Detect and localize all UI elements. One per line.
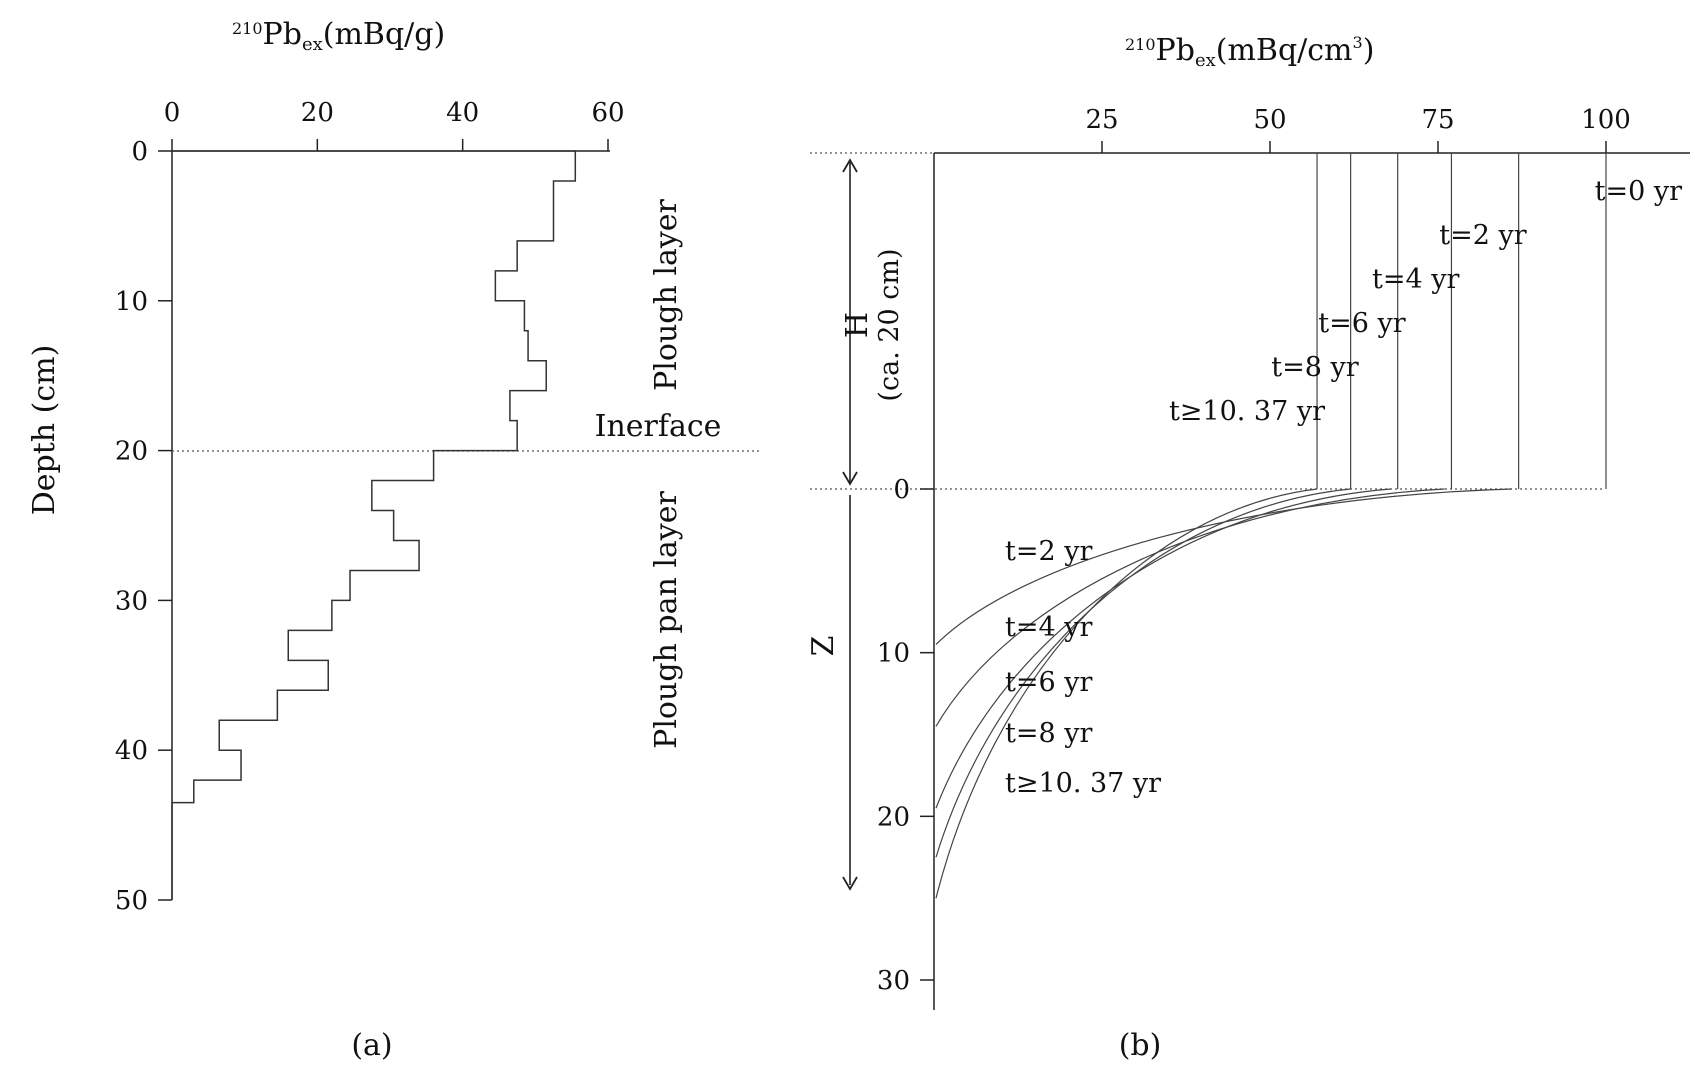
y-tick-label-a: 50 xyxy=(115,886,148,916)
y-tick-label-a: 40 xyxy=(115,736,148,766)
x-tick-label-a: 40 xyxy=(446,98,479,128)
x-title-prefix-a: 210 xyxy=(232,19,263,38)
x-title-sub-a: ex xyxy=(302,34,323,55)
subsoil-curve-label: t=6 yr xyxy=(1005,667,1092,698)
panel-a: 0 20 40 60 0 10 20 30 40 50 210Pbex(mBq/g) Depth… xyxy=(27,17,760,1063)
subsoil-curve-label: t=2 yr xyxy=(1005,536,1092,567)
x-ticks-b: 25 50 75 100 xyxy=(1085,105,1631,153)
plough-layer-series-label: t=0 yr xyxy=(1595,176,1682,207)
subsoil-curve xyxy=(935,488,1445,727)
subsoil-curves xyxy=(935,488,1512,899)
y-ticks-b: 0 10 20 30 xyxy=(877,475,934,996)
y-tick-label-b: 30 xyxy=(877,966,910,996)
subsoil-curve xyxy=(935,488,1318,899)
panel-label-a: (a) xyxy=(351,1028,392,1063)
x-tick-label-b: 75 xyxy=(1421,105,1454,135)
subsoil-curve xyxy=(935,488,1351,858)
x-axis-title-b: 210Pbex(mBq/cm3) xyxy=(1125,33,1374,71)
z-label: Z xyxy=(806,636,841,657)
x-tick-label-b: 25 xyxy=(1085,105,1118,135)
x-title-rest-b: (mBq/cm xyxy=(1216,33,1353,68)
h-sublabel: (ca. 20 cm) xyxy=(874,248,905,401)
x-title-rest-a: (mBq/g) xyxy=(323,17,445,52)
x-tick-label-a: 0 xyxy=(164,98,181,128)
plough-layer-series-label: t=8 yr xyxy=(1271,352,1358,383)
y-tick-label-a: 30 xyxy=(115,586,148,616)
h-label: H xyxy=(840,312,875,338)
plough-layer-series-label: t=2 yr xyxy=(1439,220,1526,251)
subsoil-curve-label: t=4 yr xyxy=(1005,612,1092,643)
y-tick-label-a: 20 xyxy=(115,437,148,467)
x-axis-title-a: 210Pbex(mBq/g) xyxy=(232,17,445,55)
subsoil-curve xyxy=(935,488,1512,645)
subsoil-curve-labels: t=2 yr t=4 yr t=6 yr t=8 yr t≥10. 37 yr xyxy=(1005,536,1161,799)
plough-layer-series-label: t≥10. 37 yr xyxy=(1169,396,1325,427)
x-tick-label-b: 100 xyxy=(1581,105,1631,135)
subsoil-curve-label: t≥10. 37 yr xyxy=(1005,768,1161,799)
z-arrow-down-icon xyxy=(842,876,858,891)
plough-layer-label: Plough layer xyxy=(649,198,684,390)
y-tick-label-b: 20 xyxy=(877,802,910,832)
y-tick-label-a: 10 xyxy=(115,287,148,317)
h-arrow-up-icon xyxy=(842,158,858,173)
panel-b: 25 50 75 100 0 10 20 30 t=0 yr t=2 yr t=4 yr t=6 … xyxy=(806,33,1690,1063)
x-title-main-a: Pb xyxy=(263,17,302,52)
interface-label: Inerface xyxy=(595,409,722,444)
subsoil-curve-label: t=8 yr xyxy=(1005,718,1092,749)
x-title-sup-b: 3 xyxy=(1353,33,1363,52)
y-axis-title-a: Depth (cm) xyxy=(27,345,62,516)
plough-layer-labels: t=0 yr t=2 yr t=4 yr t=6 yr t=8 yr t≥10. 37 y… xyxy=(1169,176,1682,427)
h-arrow-down-icon xyxy=(842,471,858,486)
x-tick-label-a: 60 xyxy=(591,98,624,128)
x-ticks-a: 0 20 40 60 xyxy=(164,98,625,151)
x-tick-label-b: 50 xyxy=(1253,105,1286,135)
y-ticks-a: 0 10 20 30 40 50 xyxy=(115,137,172,916)
y-tick-label-b: 0 xyxy=(893,475,910,505)
plough-pan-layer-label: Plough pan layer xyxy=(649,490,684,748)
x-title-main-b: Pb xyxy=(1156,33,1195,68)
x-title-close-b: ) xyxy=(1363,33,1375,68)
x-title-sub-b: ex xyxy=(1195,50,1216,71)
panel-label-b: (b) xyxy=(1119,1028,1162,1063)
x-tick-label-a: 20 xyxy=(301,98,334,128)
x-title-prefix-b: 210 xyxy=(1125,35,1156,54)
plough-layer-series-label: t=4 yr xyxy=(1372,264,1459,295)
plough-layer-lines xyxy=(1316,153,1607,489)
plough-layer-series-label: t=6 yr xyxy=(1318,308,1405,339)
step-profile-line xyxy=(171,150,577,900)
y-tick-label-b: 10 xyxy=(877,639,910,669)
y-tick-label-a: 0 xyxy=(131,137,148,167)
